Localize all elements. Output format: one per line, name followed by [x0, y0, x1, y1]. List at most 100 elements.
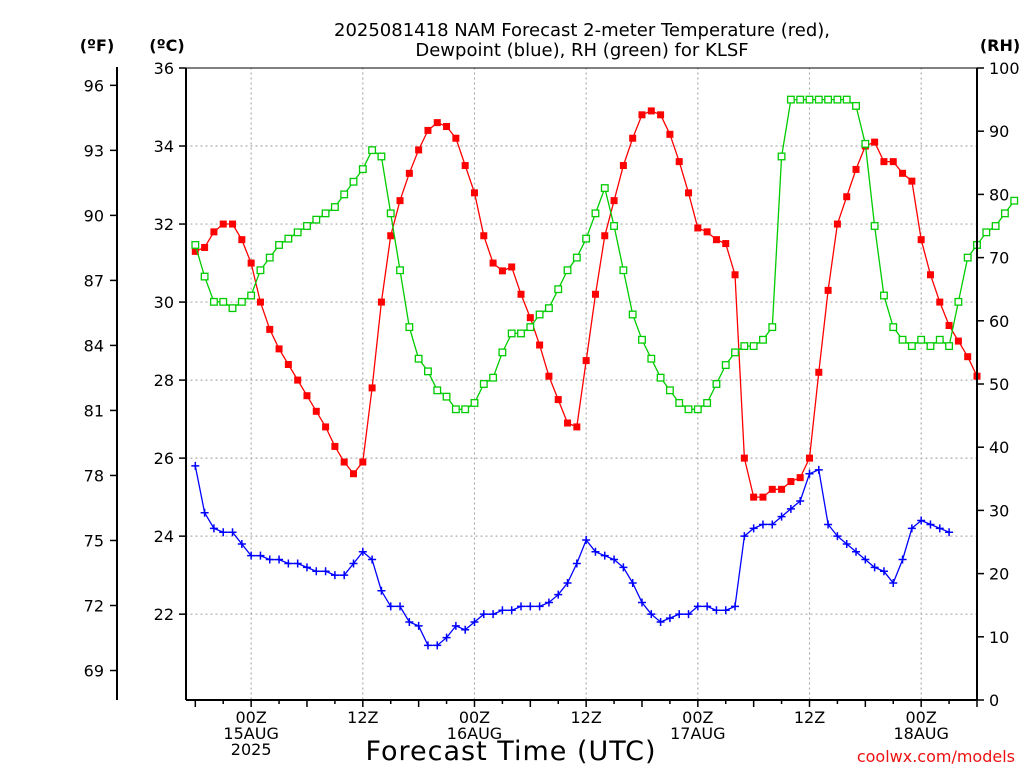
dewpoint-point: [917, 516, 926, 525]
dewpoint-point: [219, 528, 228, 537]
rh-point: [424, 367, 432, 376]
dewpoint-point: [786, 504, 795, 513]
temperature-point: [591, 290, 599, 298]
chart-title-line2: Dewpoint (blue), RH (green) for KLSF: [415, 40, 748, 61]
dewpoint-point: [721, 606, 730, 615]
rh-point: [303, 222, 311, 230]
rh-point: [1000, 209, 1009, 218]
temperature-point: [424, 126, 432, 134]
fahrenheit-tick-label: 81: [84, 401, 104, 420]
rh-point: [935, 335, 944, 344]
dewpoint-point: [852, 547, 861, 556]
rh-point: [256, 266, 265, 275]
temperature-point: [470, 189, 478, 197]
dewpoint-point: [237, 539, 246, 548]
dewpoint-point: [814, 465, 823, 474]
temperature-point: [768, 485, 776, 493]
temperature-point: [210, 228, 218, 236]
rh-point: [442, 392, 451, 401]
fahrenheit-tick-label: 90: [84, 206, 104, 225]
temperature-point: [796, 474, 804, 482]
rh-point: [433, 386, 442, 395]
temperature-point: [517, 290, 525, 298]
rh-point: [926, 342, 935, 351]
celsius-tick-label: 34: [154, 137, 174, 156]
rh-point: [833, 95, 842, 104]
x-tick-label: 12Z: [794, 708, 825, 727]
temperature-point: [350, 470, 358, 478]
temperature-point: [899, 169, 907, 177]
rh-point: [219, 297, 228, 306]
temperature-point: [908, 177, 916, 185]
rh-point: [358, 165, 367, 174]
temperature-point: [508, 263, 516, 271]
rh-point: [507, 329, 516, 338]
rh-tick-label: 80: [989, 185, 1009, 204]
temperature-point: [396, 197, 404, 205]
rh-tick-label: 60: [989, 312, 1009, 331]
x-tick-label: 12Z: [570, 708, 601, 727]
dewpoint-point: [610, 555, 619, 564]
temperature-point: [917, 236, 925, 244]
fahrenheit-tick-label: 75: [84, 531, 104, 550]
rh-point: [275, 241, 284, 249]
rh-point: [665, 386, 674, 395]
x-tick-label: 15AUG: [223, 724, 278, 743]
dewpoint-point: [433, 641, 442, 650]
dewpoint-point: [572, 559, 581, 568]
temperature-point: [731, 271, 739, 279]
rh-point: [870, 222, 879, 230]
dewpoint-point: [945, 528, 954, 537]
rh-point: [582, 234, 591, 243]
rh-point: [228, 304, 237, 313]
rh-point: [191, 241, 200, 249]
fahrenheit-tick-label: 96: [84, 76, 104, 95]
temperature-point: [629, 134, 637, 142]
temperature-point: [889, 158, 897, 166]
rh-point: [628, 310, 637, 319]
dewpoint-point: [330, 571, 339, 580]
dewpoint-point: [582, 536, 591, 545]
x-tick-label: 00Z: [459, 708, 490, 727]
celsius-tick-label: 24: [154, 527, 174, 546]
temperature-point: [359, 458, 367, 466]
temperature-point: [964, 353, 972, 361]
dewpoint-point: [796, 497, 805, 506]
temperature-point: [219, 220, 227, 228]
dewpoint-point: [926, 520, 935, 529]
temperature-point: [489, 259, 497, 267]
rh-point: [852, 101, 860, 110]
rh-point: [749, 342, 758, 351]
temperature-point: [619, 162, 627, 170]
dewpoint-point: [442, 633, 451, 642]
rh-point: [284, 234, 293, 243]
dewpoint-point: [898, 555, 907, 564]
dewpoint-point: [889, 578, 898, 587]
x-tick-label: 00Z: [906, 708, 937, 727]
rh-point: [675, 399, 684, 407]
celsius-unit-label: (ºC): [149, 36, 184, 55]
temperature-point: [926, 271, 934, 279]
rh-point: [703, 399, 712, 407]
dewpoint-point: [665, 614, 674, 623]
temperature-point: [936, 298, 944, 306]
fahrenheit-tick-label: 84: [84, 336, 104, 355]
temperature-point: [387, 232, 395, 240]
plot-axes: [110, 67, 984, 707]
rh-point: [879, 291, 888, 300]
dewpoint-point: [470, 617, 479, 626]
temperature-point: [536, 341, 544, 349]
temperature-point: [750, 493, 758, 501]
rh-point: [517, 329, 525, 338]
dewpoint-point: [731, 602, 740, 611]
temperature-point: [443, 123, 451, 131]
dewpoint-point: [563, 578, 572, 587]
dewpoint-point: [619, 563, 628, 572]
temperature-point: [945, 321, 953, 329]
temperature-point: [582, 357, 590, 365]
temperature-point: [340, 458, 348, 466]
rh-point: [265, 253, 274, 262]
dewpoint-point: [907, 524, 916, 533]
temperature-point: [415, 146, 423, 154]
